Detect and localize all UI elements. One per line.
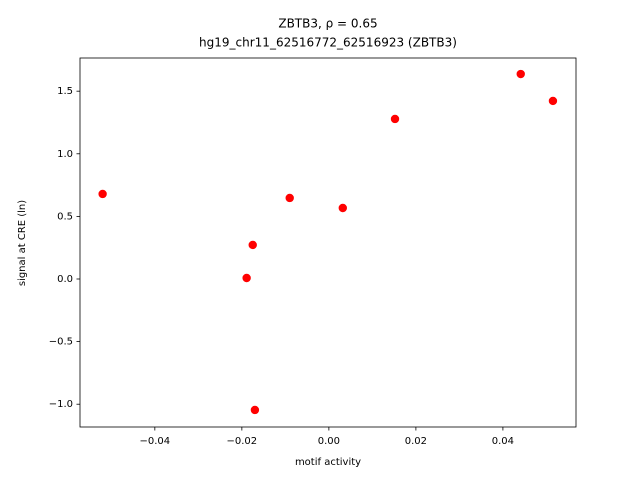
chart-title: ZBTB3, ρ = 0.65 xyxy=(278,17,377,31)
y-tick-label: 1.0 xyxy=(57,149,73,160)
x-tick-label: −0.02 xyxy=(227,436,258,447)
y-tick-label: 0.5 xyxy=(57,211,73,222)
point xyxy=(250,405,260,415)
x-axis-label: motif activity xyxy=(295,457,361,468)
y-tick-label: −1.0 xyxy=(49,399,73,410)
x-tick-label: 0.02 xyxy=(405,436,427,447)
point xyxy=(285,193,294,203)
point xyxy=(98,189,107,199)
y-axis-label: signal at CRE (ln) xyxy=(17,200,28,286)
point xyxy=(338,203,347,213)
x-tick-label: −0.04 xyxy=(140,436,171,447)
y-tick-label: −0.5 xyxy=(49,337,73,348)
point xyxy=(548,96,558,106)
point xyxy=(516,69,525,79)
plot-frame xyxy=(79,57,577,428)
point xyxy=(390,114,400,124)
y-tick-label: 1.5 xyxy=(57,86,73,97)
point xyxy=(248,240,257,250)
x-tick-label: 0.04 xyxy=(492,436,514,447)
y-tick-label: 0.0 xyxy=(57,274,73,285)
chart-subtitle: hg19_chr11_62516772_62516923 (ZBTB3) xyxy=(199,36,457,50)
point xyxy=(242,273,251,283)
x-tick-label: 0.00 xyxy=(318,436,340,447)
